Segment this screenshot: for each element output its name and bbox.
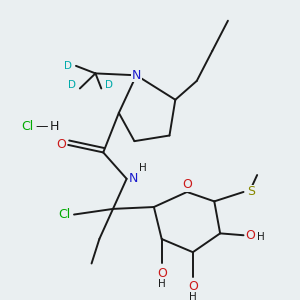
Text: D: D — [68, 80, 76, 90]
Text: D: D — [64, 61, 72, 71]
Text: N: N — [129, 172, 138, 185]
Text: O: O — [56, 138, 66, 152]
Text: H: H — [257, 232, 265, 242]
Text: H: H — [50, 120, 59, 133]
Text: H: H — [189, 292, 197, 300]
Text: O: O — [245, 229, 255, 242]
Text: Cl: Cl — [58, 208, 70, 221]
Text: O: O — [157, 267, 166, 280]
Text: H: H — [139, 163, 147, 173]
Text: O: O — [188, 280, 198, 293]
Text: Cl: Cl — [21, 120, 33, 133]
Text: —: — — [36, 120, 48, 133]
Text: D: D — [105, 80, 113, 90]
Text: S: S — [248, 185, 255, 199]
Text: N: N — [132, 69, 141, 82]
Text: O: O — [182, 178, 192, 191]
Text: H: H — [158, 278, 166, 289]
